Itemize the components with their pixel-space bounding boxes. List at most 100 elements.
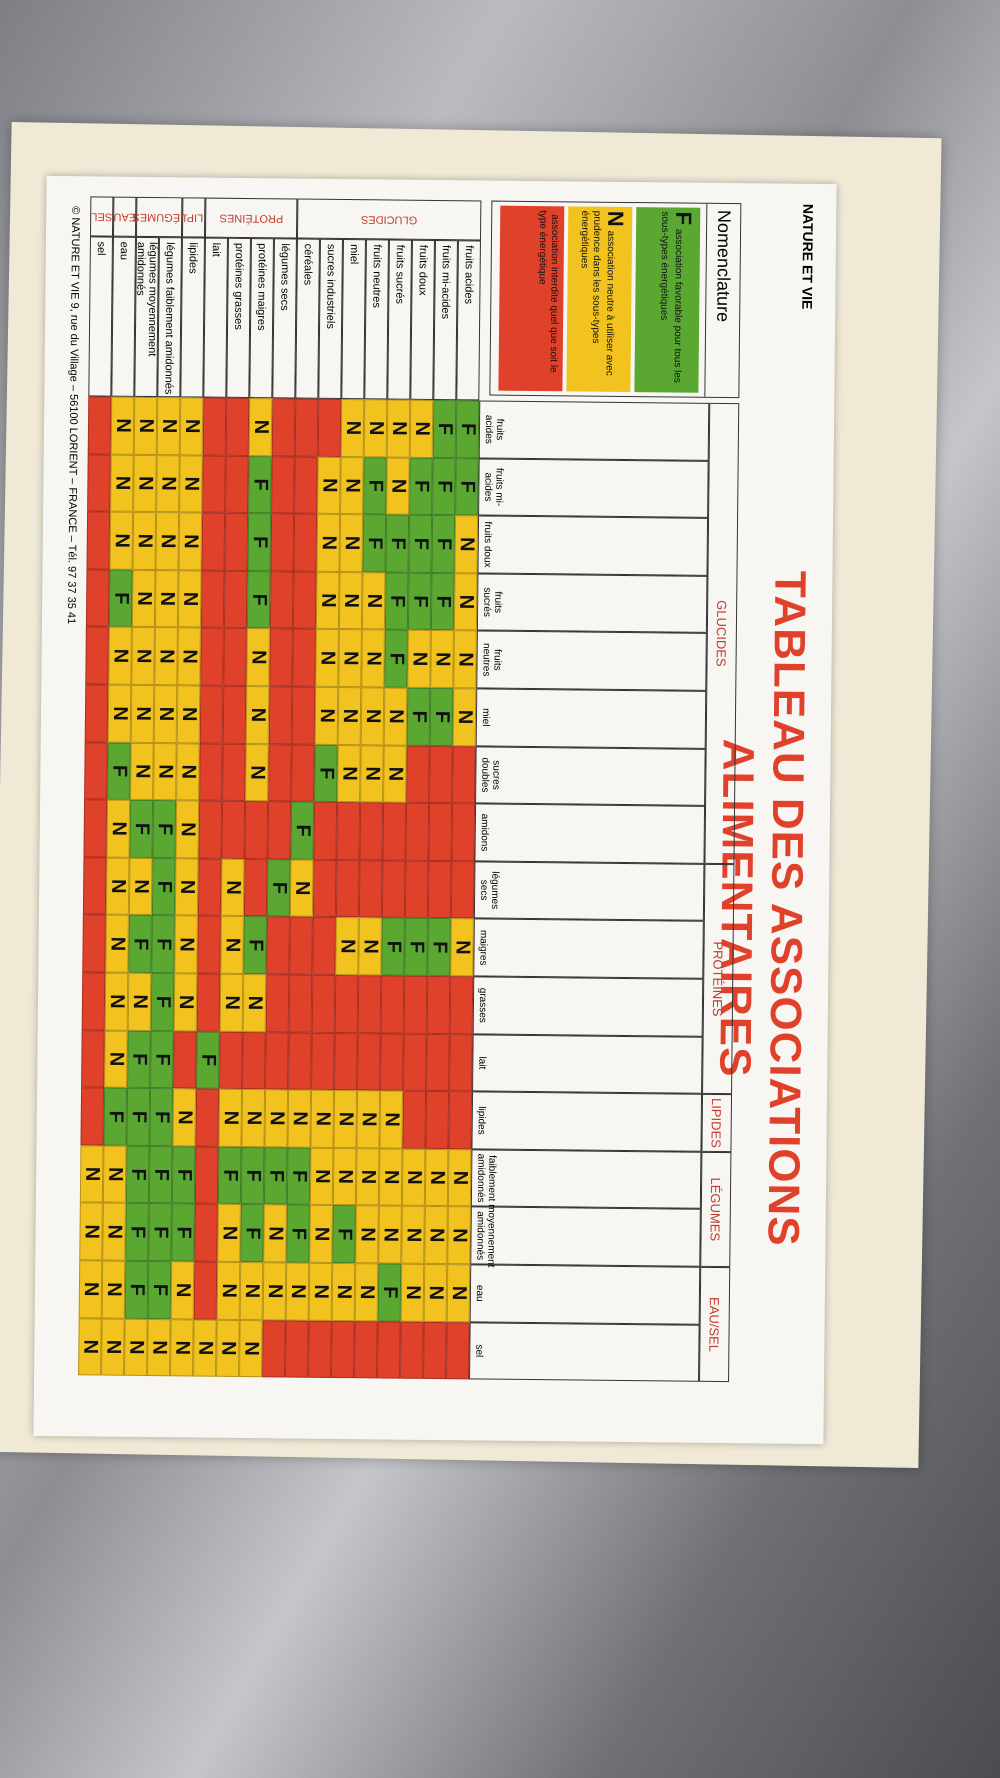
table-cell (222, 743, 246, 802)
table-cell: F (171, 1203, 195, 1262)
table-cell (266, 916, 290, 975)
table-cell (84, 741, 108, 800)
table-cell (193, 1261, 218, 1320)
row-header: protéines maigres (249, 238, 274, 399)
table-cell (429, 745, 453, 804)
table-cell: F (362, 514, 387, 573)
table-cell (225, 455, 249, 514)
table-cell (225, 397, 250, 456)
table-cell: F (363, 456, 387, 515)
table-cell (87, 453, 111, 512)
legend-item: Nassociation neutre à utiliser avec prud… (566, 206, 633, 393)
table-cell: F (263, 1147, 288, 1205)
table-cell: F (409, 457, 433, 516)
table-cell: N (242, 974, 267, 1032)
table-cell: N (101, 1318, 125, 1376)
column-header: eau (469, 1264, 701, 1325)
table-cell (452, 745, 476, 804)
table-cell: N (309, 1147, 334, 1206)
table-cell: N (452, 688, 477, 747)
table-cell: N (127, 972, 152, 1031)
table-cell: F (129, 799, 154, 858)
column-group: EAU/SEL (699, 1266, 731, 1383)
row-header: fruits mi-acides (433, 239, 458, 401)
table-cell: N (450, 918, 474, 977)
row-header: fruits sucrés (387, 239, 412, 400)
table-cell (450, 860, 475, 919)
table-cell: N (447, 1206, 471, 1265)
table-cell: N (287, 1089, 312, 1148)
table-cell: N (79, 1202, 103, 1261)
table-cell (271, 455, 295, 514)
table-cell (448, 1091, 473, 1150)
column-header: faiblement amidonnés (470, 1149, 702, 1210)
table-cell: N (363, 399, 388, 458)
table-cell: N (424, 1206, 448, 1265)
table-cell: N (174, 915, 198, 974)
table-cell: N (131, 569, 156, 628)
table-cell: N (285, 1262, 310, 1321)
table-cell: N (453, 630, 477, 689)
table-cell: N (331, 1262, 356, 1321)
table-cell (425, 1091, 450, 1149)
column-header: grasses (472, 976, 704, 1037)
table-cell: N (179, 454, 203, 513)
table-cell (85, 626, 109, 685)
table-cell (426, 1033, 450, 1092)
table-cell: F (217, 1146, 242, 1205)
table-cell: N (78, 1317, 102, 1376)
table-cell: N (310, 1089, 335, 1148)
table-cell: N (379, 1090, 404, 1149)
table-cell: N (241, 1089, 266, 1148)
table-cell: N (386, 457, 410, 515)
table-cell: N (430, 630, 454, 689)
table-cell (354, 1320, 378, 1379)
table-cell: N (361, 572, 386, 630)
table-cell: F (240, 1146, 265, 1205)
column-header: fruits mi-acides (478, 458, 709, 519)
table-cell (308, 1320, 332, 1379)
column-group: LIPIDES (701, 1093, 733, 1152)
table-cell: F (240, 1204, 264, 1263)
table-cell: N (218, 1088, 243, 1147)
table-cell (86, 511, 111, 570)
table-cell (312, 859, 337, 918)
table-cell: N (409, 399, 434, 458)
table-cell: N (315, 629, 339, 687)
table-cell: N (156, 397, 181, 455)
table-cell: F (332, 1205, 356, 1264)
table-cell: N (361, 629, 385, 688)
table-cell: N (360, 687, 385, 746)
table-cell: N (105, 914, 129, 973)
table-cell: N (401, 1148, 426, 1207)
table-cell (288, 974, 313, 1033)
table-cell: F (152, 800, 177, 859)
table-cell: N (360, 744, 384, 803)
footer: © NATURE ET VIE 9, rue du Village – 5610… (64, 206, 82, 625)
table-cell: N (383, 745, 407, 803)
table-cell (311, 974, 336, 1033)
table-cell (403, 1033, 427, 1092)
table-cell: F (432, 399, 457, 458)
table-cell: F (286, 1147, 311, 1206)
table-cell: F (314, 744, 338, 803)
table-cell (83, 799, 108, 858)
table-cell: N (179, 397, 204, 456)
table-cell (358, 860, 383, 918)
table-cell (380, 975, 405, 1034)
table-cell: N (176, 742, 200, 801)
legend-item: Fassociation favorable pour tous les sou… (634, 207, 701, 393)
table-cell (382, 802, 407, 861)
table-cell: N (332, 1147, 357, 1206)
legend-title: Nomenclature (704, 203, 741, 398)
column-header: sel (469, 1321, 700, 1382)
column-header: fruits neutres (476, 630, 707, 691)
table-cell: F (406, 687, 431, 746)
table-cell (446, 1321, 470, 1380)
table-cell (357, 975, 382, 1034)
row-header: céréales (295, 238, 320, 399)
table-cell: F (286, 1204, 310, 1263)
table-cell (199, 743, 223, 801)
table-cell: N (246, 628, 270, 687)
table-cell: F (248, 455, 272, 514)
